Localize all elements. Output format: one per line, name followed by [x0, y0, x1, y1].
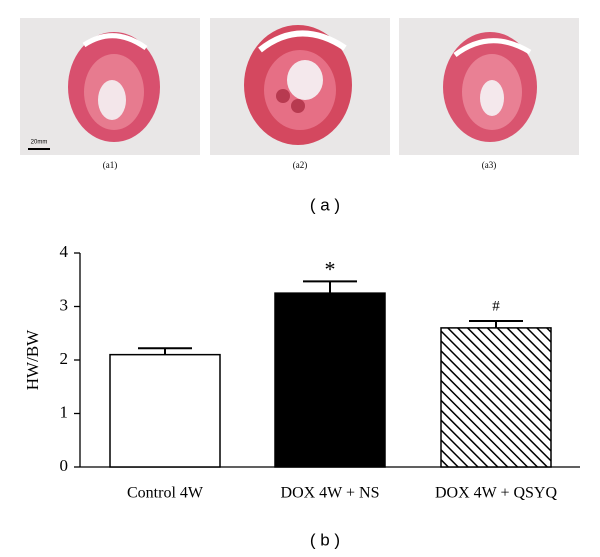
- y-tick-label: 4: [60, 242, 69, 261]
- x-tick-label: DOX 4W + NS: [281, 485, 380, 502]
- x-tick-label: Control 4W: [127, 485, 204, 502]
- panel-caption: ( b ): [310, 530, 340, 549]
- image-label: (a3): [482, 160, 497, 170]
- image-label: (a2): [293, 160, 308, 170]
- y-tick-label: 0: [60, 456, 69, 475]
- y-tick-label: 2: [60, 349, 69, 368]
- histology-image: [399, 18, 579, 155]
- bar: [109, 353, 221, 468]
- x-tick-label: DOX 4W + QSYQ: [435, 485, 558, 502]
- significance-mark: #: [492, 298, 500, 314]
- image-label: (a1): [103, 160, 118, 170]
- bar: [440, 327, 552, 468]
- bar: [274, 292, 386, 468]
- y-tick-label: 3: [60, 295, 69, 314]
- histology-image: 20mm: [20, 18, 200, 155]
- panel-caption: ( a ): [310, 195, 340, 214]
- y-tick-label: 1: [60, 402, 69, 421]
- y-axis-label: HW/BW: [23, 329, 42, 390]
- significance-mark: *: [325, 256, 336, 281]
- histology-image: [210, 18, 390, 155]
- scale-label: 20mm: [31, 140, 48, 146]
